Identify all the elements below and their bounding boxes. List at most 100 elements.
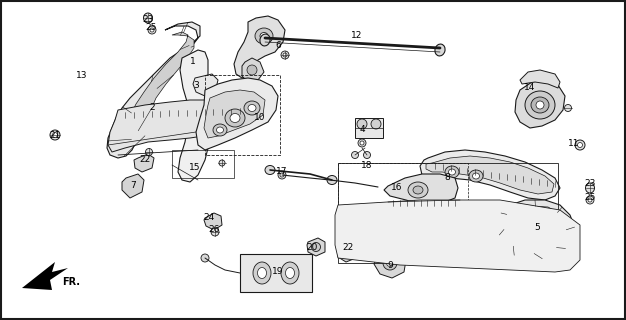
Ellipse shape	[327, 175, 337, 185]
Polygon shape	[520, 70, 560, 88]
Polygon shape	[504, 206, 567, 254]
Ellipse shape	[386, 260, 394, 267]
Ellipse shape	[312, 243, 321, 252]
Ellipse shape	[585, 183, 595, 193]
Text: 6: 6	[275, 41, 281, 50]
Ellipse shape	[247, 65, 257, 75]
Text: 5: 5	[534, 223, 540, 233]
Text: 11: 11	[568, 139, 580, 148]
Polygon shape	[307, 238, 325, 256]
Text: 10: 10	[254, 113, 266, 122]
Bar	[355, 118, 383, 138]
Ellipse shape	[443, 235, 451, 242]
Ellipse shape	[211, 228, 219, 236]
Text: 17: 17	[276, 167, 288, 177]
Text: 19: 19	[272, 267, 284, 276]
Bar	[338, 163, 468, 213]
Text: 15: 15	[189, 164, 201, 172]
Bar	[205, 75, 280, 155]
Text: 23: 23	[142, 15, 154, 25]
Ellipse shape	[285, 268, 294, 278]
Ellipse shape	[435, 44, 445, 56]
Text: 18: 18	[361, 161, 372, 170]
Ellipse shape	[469, 170, 483, 182]
Text: 1: 1	[190, 58, 196, 67]
Text: 2: 2	[149, 103, 155, 113]
Ellipse shape	[429, 235, 436, 242]
Polygon shape	[242, 58, 264, 82]
Polygon shape	[335, 200, 580, 272]
Polygon shape	[515, 80, 565, 128]
Ellipse shape	[473, 173, 480, 179]
Text: 26: 26	[208, 226, 220, 235]
Ellipse shape	[248, 105, 256, 111]
Ellipse shape	[145, 148, 153, 156]
Polygon shape	[338, 243, 357, 262]
Ellipse shape	[536, 101, 544, 109]
Ellipse shape	[565, 105, 572, 111]
Text: 24: 24	[203, 213, 215, 222]
Polygon shape	[234, 16, 285, 78]
Text: 14: 14	[525, 84, 536, 92]
Ellipse shape	[217, 127, 223, 133]
Ellipse shape	[360, 141, 364, 145]
Bar	[172, 150, 234, 178]
Ellipse shape	[364, 151, 371, 158]
Ellipse shape	[448, 169, 456, 175]
Polygon shape	[178, 50, 212, 182]
Polygon shape	[426, 156, 554, 194]
Text: FR.: FR.	[62, 277, 80, 287]
Ellipse shape	[280, 173, 284, 177]
Polygon shape	[107, 22, 200, 158]
Text: 21: 21	[49, 131, 61, 140]
Ellipse shape	[278, 171, 286, 179]
Ellipse shape	[445, 166, 459, 178]
Ellipse shape	[148, 26, 156, 34]
Ellipse shape	[253, 262, 271, 284]
Ellipse shape	[255, 28, 273, 44]
Ellipse shape	[244, 101, 260, 115]
Ellipse shape	[586, 196, 594, 204]
Ellipse shape	[50, 130, 60, 140]
Polygon shape	[108, 100, 250, 152]
Ellipse shape	[143, 13, 153, 23]
Text: 8: 8	[444, 173, 450, 182]
Ellipse shape	[383, 256, 397, 270]
Polygon shape	[498, 200, 575, 260]
Ellipse shape	[281, 262, 299, 284]
Polygon shape	[128, 32, 194, 143]
Polygon shape	[242, 88, 272, 112]
Ellipse shape	[283, 53, 287, 57]
Ellipse shape	[371, 119, 381, 129]
Polygon shape	[134, 154, 154, 172]
Ellipse shape	[257, 268, 267, 278]
Ellipse shape	[230, 114, 240, 123]
Text: 3: 3	[193, 81, 199, 90]
Polygon shape	[196, 78, 278, 150]
Polygon shape	[204, 213, 222, 230]
Ellipse shape	[408, 182, 428, 198]
Text: 23: 23	[584, 179, 596, 188]
Ellipse shape	[219, 160, 225, 166]
Text: 22: 22	[342, 244, 354, 252]
Text: 20: 20	[306, 244, 317, 252]
Ellipse shape	[352, 151, 359, 158]
Text: 16: 16	[391, 183, 403, 193]
Ellipse shape	[260, 33, 268, 39]
Bar	[240, 254, 312, 292]
Text: 13: 13	[76, 70, 88, 79]
Ellipse shape	[265, 165, 275, 174]
Ellipse shape	[525, 91, 555, 119]
Ellipse shape	[150, 28, 154, 32]
Polygon shape	[204, 90, 265, 138]
Text: 12: 12	[351, 30, 362, 39]
Ellipse shape	[53, 132, 58, 138]
Ellipse shape	[588, 198, 592, 202]
Polygon shape	[384, 174, 458, 205]
Polygon shape	[193, 74, 218, 96]
Bar	[338, 163, 558, 263]
Polygon shape	[122, 174, 144, 198]
Ellipse shape	[357, 119, 367, 129]
Ellipse shape	[201, 254, 209, 262]
Polygon shape	[374, 250, 406, 278]
